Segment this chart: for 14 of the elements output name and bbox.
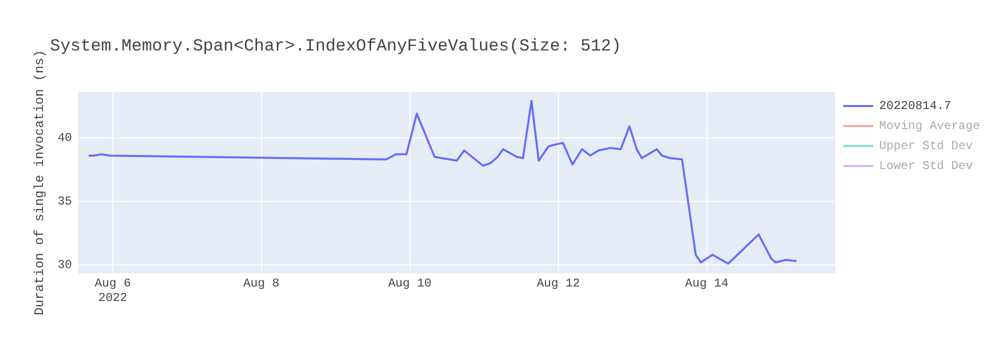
y-tick-label: 40 — [58, 130, 72, 145]
legend-label: Lower Std Dev — [879, 159, 973, 174]
legend-label: 20220814.7 — [879, 99, 952, 114]
y-tick-label: 35 — [58, 194, 72, 209]
x-tick-label: Aug 6 2022 — [94, 276, 131, 305]
y-tick-label: 30 — [58, 258, 72, 272]
x-tick-label: Aug 10 — [388, 276, 432, 291]
legend-label: Moving Average — [879, 119, 980, 134]
x-tick-label: Aug 14 — [685, 276, 728, 291]
legend-label: Upper Std Dev — [879, 139, 973, 154]
x-tick-label: Aug 12 — [536, 276, 580, 291]
y-axis-title: Duration of single invocation (ns) — [32, 50, 48, 316]
x-tick-label: Aug 8 — [243, 276, 280, 291]
chart-title: System.Memory.Span<Char>.IndexOfAnyFiveValues(Size: 512) — [50, 38, 622, 56]
